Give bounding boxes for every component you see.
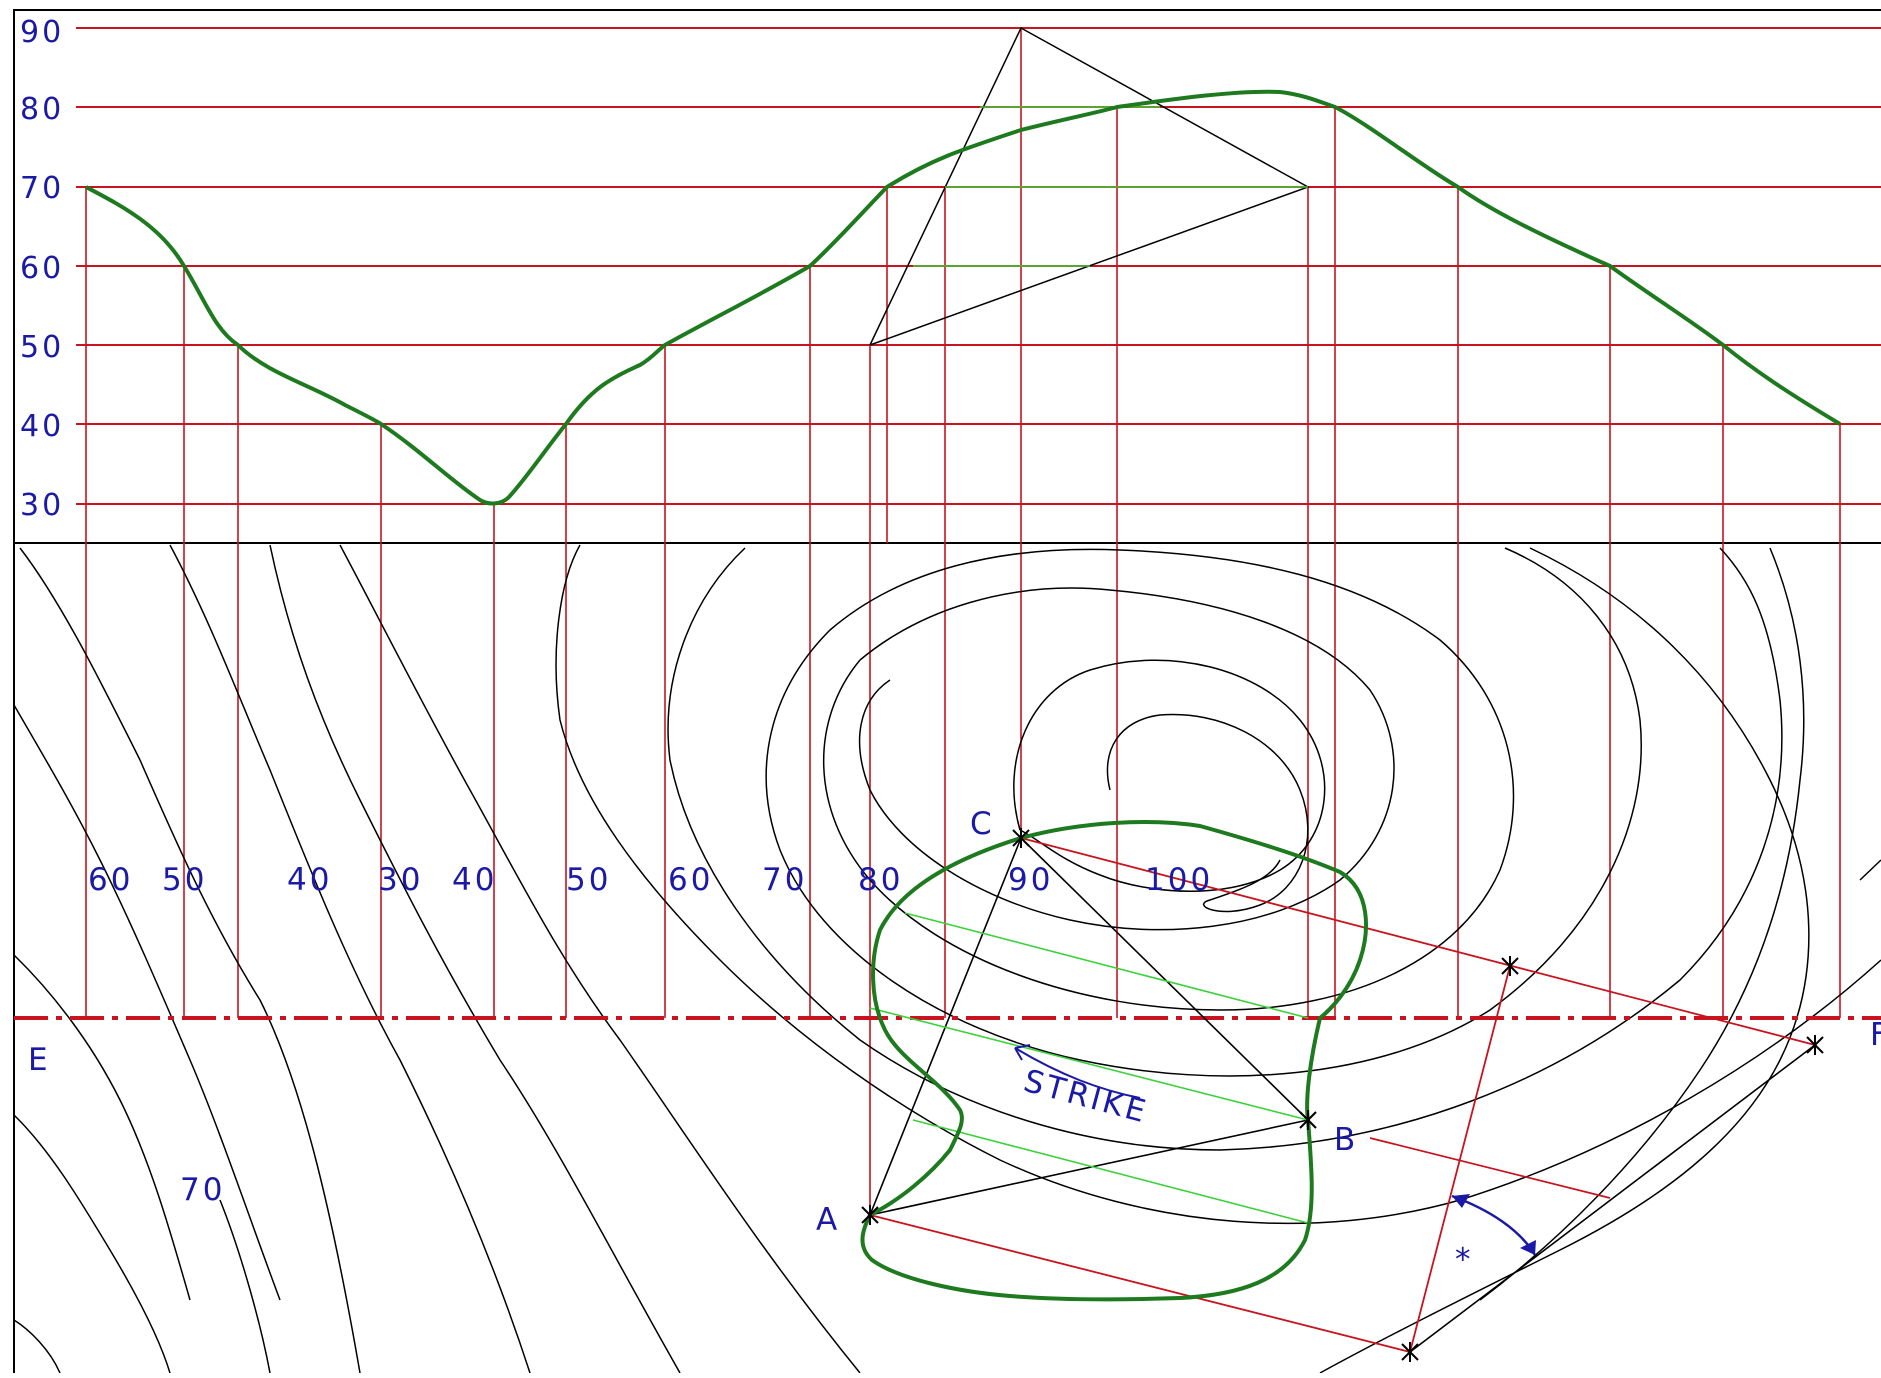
section-label: 40 (287, 862, 332, 898)
tick-label: 40 (20, 409, 64, 444)
section-label: 60 (668, 862, 713, 898)
marker-f-point (1806, 1035, 1824, 1055)
three-point-triangle (869, 837, 1816, 1353)
section-label: 50 (162, 862, 207, 898)
strike-line (869, 1007, 1309, 1121)
contour-line (13, 704, 281, 1301)
contour-line (13, 1319, 61, 1374)
label-b: B (1334, 1122, 1358, 1158)
projection-lines (85, 28, 1841, 1215)
contour-line (13, 1114, 171, 1374)
label-a: A (816, 1202, 840, 1238)
tick-label: 30 (20, 488, 64, 523)
dip-perpendicular-line (1409, 965, 1511, 1353)
angle-arrowhead (1520, 1240, 1536, 1255)
contour-label: 70 (180, 1172, 225, 1208)
elevation-tick-labels: 90 80 70 60 50 40 30 (20, 15, 64, 523)
contour-line (1859, 859, 1881, 881)
section-label: 80 (858, 862, 903, 898)
strike-arrow (1014, 1047, 1141, 1099)
point-markers (861, 828, 1824, 1362)
contour-line (1319, 547, 1810, 1374)
construction-line-to-f (1409, 1044, 1816, 1353)
label-c: C (970, 806, 995, 842)
map-green-construction (869, 912, 1309, 1224)
label-e: E (28, 1042, 51, 1078)
triangle-edge-c-b (1020, 837, 1309, 1121)
strike-label: STRIKE (1020, 1063, 1152, 1131)
section-label: 30 (378, 862, 423, 898)
contour-line (1013, 659, 1326, 892)
strike-line (904, 912, 1309, 1019)
section-label: 40 (452, 862, 497, 898)
strike-arrowhead (1014, 1044, 1031, 1061)
strike-annotation: STRIKE (1014, 1044, 1152, 1131)
tick-label: 90 (20, 15, 64, 50)
contour-line (169, 544, 531, 1374)
contour-line (1106, 713, 1309, 913)
contour-line (822, 549, 1515, 1011)
section-label: 60 (88, 862, 133, 898)
contour-lines (13, 544, 1881, 1374)
tick-label: 70 (20, 171, 64, 206)
section-labels: 60 50 40 30 40 50 60 70 80 90 100 70 (88, 862, 1213, 1208)
marker-b (1299, 1110, 1317, 1130)
contour-line (667, 547, 1783, 1151)
section-label: 50 (566, 862, 611, 898)
dip-angle-annotation: * (1451, 1194, 1537, 1278)
section-label: 100 (1145, 862, 1213, 898)
contour-line (1479, 547, 1805, 1301)
map-red-construction (869, 837, 1816, 1353)
contour-line (858, 587, 1395, 931)
tick-label: 60 (20, 251, 64, 286)
strike-parallel-line (1369, 1137, 1611, 1199)
marker-c (1012, 828, 1030, 848)
contour-line (13, 954, 191, 1301)
strike-line (912, 1119, 1309, 1224)
contour-line (19, 547, 361, 1374)
contour-line (219, 1199, 271, 1374)
frame-border (13, 9, 1881, 1378)
contour-line (555, 544, 1881, 1225)
section-label: 90 (1008, 862, 1053, 898)
topographic-profile-curve (85, 89, 1842, 506)
strike-parallel-line (1020, 837, 1816, 1046)
label-f: F (1870, 1017, 1881, 1053)
triangle-edge-a-b (869, 1119, 1309, 1216)
marker-dip-top (1501, 956, 1519, 976)
contour-line (269, 544, 681, 1374)
angle-arrowhead (1452, 1194, 1470, 1208)
outcrop-boundary (860, 820, 1368, 1302)
point-labels: A B C E F (28, 806, 1881, 1238)
tick-label: 50 (20, 330, 64, 365)
marker-dip-bottom (1401, 1342, 1419, 1362)
marker-a (861, 1205, 879, 1225)
contour-line (339, 544, 861, 1374)
section-label: 70 (762, 862, 807, 898)
strike-parallel-line (869, 1214, 1411, 1353)
angle-symbol: * (1455, 1242, 1474, 1278)
tick-label: 80 (20, 92, 64, 127)
contour-line (765, 547, 1642, 1077)
